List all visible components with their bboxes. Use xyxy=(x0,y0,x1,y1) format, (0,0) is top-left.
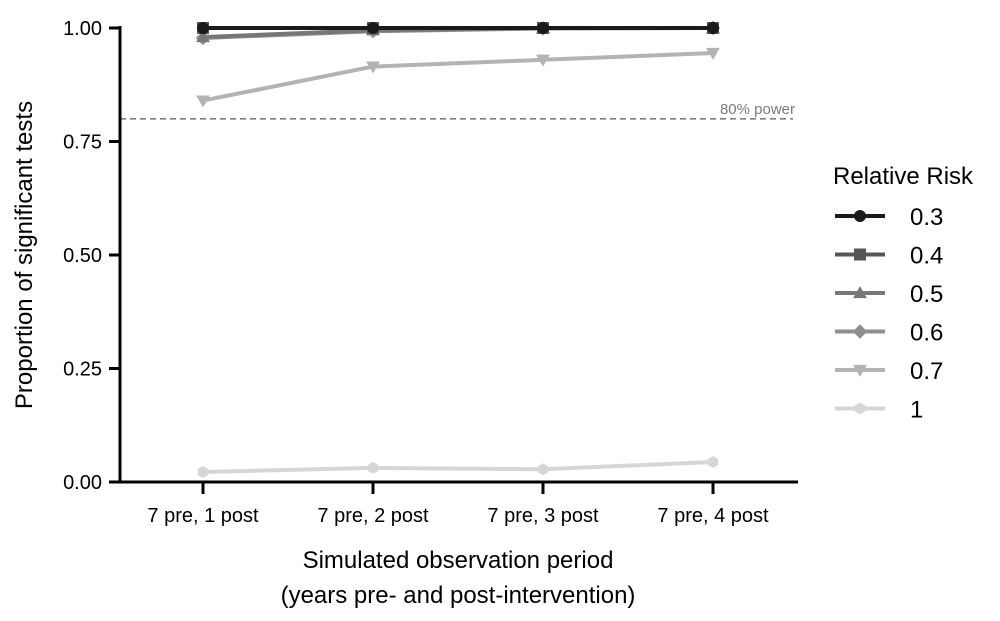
x-axis-title-line-2: (years pre- and post-intervention) xyxy=(281,582,636,609)
series-0.3 xyxy=(197,22,719,34)
data-point-0.3-4 xyxy=(707,22,719,34)
legend-swatch-marker xyxy=(854,210,866,222)
data-point-1-4 xyxy=(707,456,719,468)
y-axis-title: Proportion of significant tests xyxy=(11,101,38,409)
plot-area: 80% power xyxy=(120,20,795,478)
y-tick-label: 0.25 xyxy=(63,359,102,381)
legend-item-0.6: 0.6 xyxy=(835,320,943,347)
x-axis-title-line-1: Simulated observation period xyxy=(303,547,614,574)
legend-swatch-marker xyxy=(854,402,866,415)
y-tick-label: 1.00 xyxy=(63,18,102,40)
x-tick-label: 7 pre, 1 post xyxy=(147,505,259,527)
legend-label: 1 xyxy=(910,397,923,424)
data-point-0.5-1 xyxy=(196,30,210,43)
legend-swatch-marker xyxy=(854,248,866,261)
legend-swatch-marker xyxy=(852,324,868,339)
legend-swatch-marker xyxy=(853,286,867,299)
y-tick-label: 0.75 xyxy=(63,132,102,154)
axes: 0.00 0.25 0.50 0.75 1.00 7 pre, 1 post 7 pre, … xyxy=(63,18,798,527)
data-point-0.3-2 xyxy=(367,22,379,34)
legend-label: 0.5 xyxy=(910,281,943,308)
data-point-0.7-1 xyxy=(196,95,210,108)
data-point-0.7-2 xyxy=(366,61,380,74)
series-1 xyxy=(197,456,719,478)
legend-item-1: 1 xyxy=(835,397,923,424)
legend-item-0.3: 0.3 xyxy=(835,204,943,231)
legend-title: Relative Risk xyxy=(833,163,974,190)
legend-item-0.7: 0.7 xyxy=(835,358,943,385)
legend-label: 0.7 xyxy=(910,358,943,385)
legend: Relative Risk 0.3 0.4 0.5 0.6 0.7 1 xyxy=(833,163,974,424)
data-point-1-1 xyxy=(197,466,209,478)
legend-items: 0.3 0.4 0.5 0.6 0.7 1 xyxy=(835,204,943,424)
data-point-0.3-3 xyxy=(537,22,549,34)
series-0.7 xyxy=(196,47,720,108)
data-point-1-3 xyxy=(537,463,549,476)
data-point-0.7-3 xyxy=(536,54,550,67)
y-tick-label: 0.00 xyxy=(63,472,102,494)
x-tick-label: 7 pre, 3 post xyxy=(487,505,599,527)
reference-line-label: 80% power xyxy=(720,101,795,118)
data-point-0.3-1 xyxy=(197,22,209,34)
data-point-0.7-4 xyxy=(706,47,720,60)
series-line-0.7 xyxy=(201,51,715,103)
x-tick-label: 7 pre, 4 post xyxy=(657,505,769,527)
legend-swatch-marker xyxy=(853,364,867,377)
legend-label: 0.3 xyxy=(910,204,943,231)
series-line-1 xyxy=(201,460,715,474)
legend-item-0.4: 0.4 xyxy=(835,243,943,270)
y-tick-label: 0.50 xyxy=(63,245,102,267)
legend-label: 0.4 xyxy=(910,243,943,270)
legend-label: 0.6 xyxy=(910,320,943,347)
data-point-1-2 xyxy=(367,461,379,474)
legend-item-0.5: 0.5 xyxy=(835,281,943,308)
x-tick-label: 7 pre, 2 post xyxy=(317,505,429,527)
